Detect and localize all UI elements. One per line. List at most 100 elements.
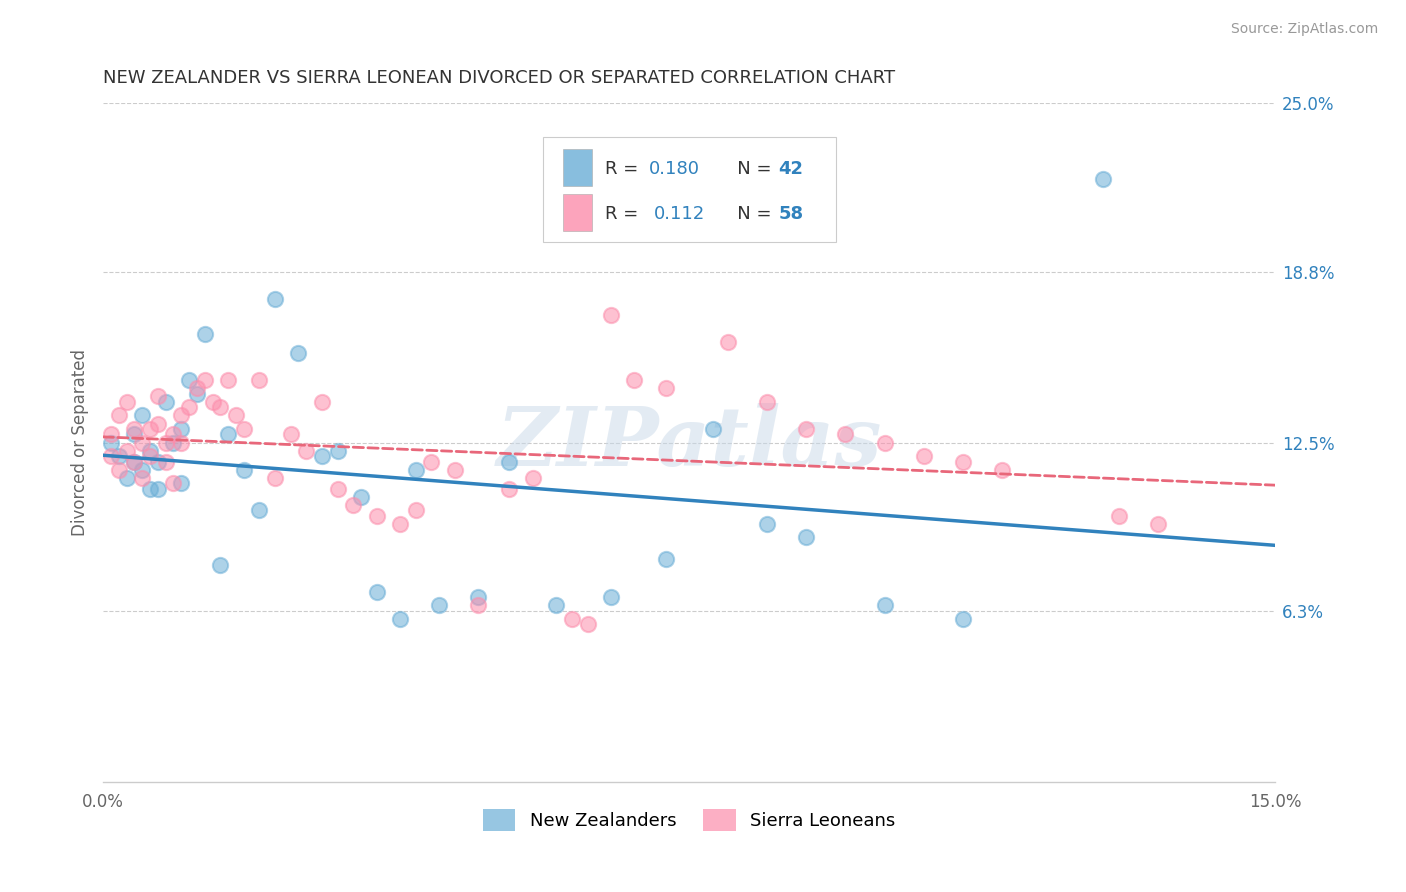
New Zealanders	[124, 454, 146, 468]
New Zealanders	[131, 463, 153, 477]
Sierra Leoneans	[232, 422, 254, 436]
Sierra Leoneans	[115, 394, 138, 409]
Sierra Leoneans	[295, 443, 318, 458]
New Zealanders	[326, 443, 349, 458]
New Zealanders	[107, 449, 129, 463]
Sierra Leoneans	[201, 394, 224, 409]
FancyBboxPatch shape	[543, 137, 835, 243]
Sierra Leoneans	[912, 449, 935, 463]
Sierra Leoneans	[654, 381, 676, 395]
Sierra Leoneans	[209, 401, 232, 415]
Sierra Leoneans	[366, 508, 388, 523]
Sierra Leoneans	[756, 394, 779, 409]
New Zealanders	[264, 292, 287, 306]
New Zealanders	[124, 427, 146, 442]
New Zealanders	[139, 443, 162, 458]
Sierra Leoneans	[155, 454, 177, 468]
Sierra Leoneans	[107, 463, 129, 477]
New Zealanders	[139, 482, 162, 496]
Sierra Leoneans	[155, 435, 177, 450]
New Zealanders	[170, 422, 193, 436]
New Zealanders	[389, 612, 412, 626]
Sierra Leoneans	[443, 463, 465, 477]
Sierra Leoneans	[420, 454, 443, 468]
New Zealanders	[873, 599, 896, 613]
Legend: New Zealanders, Sierra Leoneans: New Zealanders, Sierra Leoneans	[474, 800, 904, 840]
New Zealanders	[311, 449, 333, 463]
Sierra Leoneans	[131, 435, 153, 450]
Text: N =: N =	[720, 205, 778, 223]
Sierra Leoneans	[264, 471, 287, 485]
Sierra Leoneans	[247, 373, 270, 387]
Text: 58: 58	[779, 205, 803, 223]
Sierra Leoneans	[217, 373, 239, 387]
Sierra Leoneans	[796, 422, 818, 436]
Sierra Leoneans	[162, 427, 184, 442]
New Zealanders	[952, 612, 974, 626]
Sierra Leoneans	[131, 471, 153, 485]
FancyBboxPatch shape	[562, 194, 592, 231]
Sierra Leoneans	[280, 427, 302, 442]
New Zealanders	[654, 552, 676, 566]
Text: Source: ZipAtlas.com: Source: ZipAtlas.com	[1230, 22, 1378, 37]
Sierra Leoneans	[623, 373, 645, 387]
Sierra Leoneans	[342, 498, 364, 512]
New Zealanders	[1092, 172, 1115, 186]
Sierra Leoneans	[146, 417, 169, 431]
New Zealanders	[131, 409, 153, 423]
Text: 0.180: 0.180	[650, 161, 700, 178]
New Zealanders	[287, 346, 309, 360]
Sierra Leoneans	[194, 373, 217, 387]
Y-axis label: Divorced or Separated: Divorced or Separated	[72, 349, 89, 536]
New Zealanders	[427, 599, 450, 613]
New Zealanders	[194, 326, 217, 341]
New Zealanders	[146, 482, 169, 496]
Text: ZIPatlas: ZIPatlas	[496, 402, 882, 483]
Sierra Leoneans	[1108, 508, 1130, 523]
Sierra Leoneans	[498, 482, 520, 496]
New Zealanders	[600, 590, 623, 604]
Text: NEW ZEALANDER VS SIERRA LEONEAN DIVORCED OR SEPARATED CORRELATION CHART: NEW ZEALANDER VS SIERRA LEONEAN DIVORCED…	[103, 69, 896, 87]
New Zealanders	[796, 531, 818, 545]
Sierra Leoneans	[186, 381, 208, 395]
Sierra Leoneans	[139, 422, 162, 436]
Sierra Leoneans	[146, 389, 169, 403]
Sierra Leoneans	[405, 503, 427, 517]
Sierra Leoneans	[1147, 516, 1170, 531]
Sierra Leoneans	[100, 449, 122, 463]
New Zealanders	[209, 558, 232, 572]
Sierra Leoneans	[107, 409, 129, 423]
New Zealanders	[366, 584, 388, 599]
Sierra Leoneans	[225, 409, 247, 423]
Text: R =: R =	[605, 205, 650, 223]
New Zealanders	[115, 471, 138, 485]
Sierra Leoneans	[522, 471, 544, 485]
Sierra Leoneans	[873, 435, 896, 450]
Sierra Leoneans	[170, 409, 193, 423]
Sierra Leoneans	[124, 454, 146, 468]
New Zealanders	[186, 386, 208, 401]
New Zealanders	[217, 427, 239, 442]
Sierra Leoneans	[834, 427, 856, 442]
Sierra Leoneans	[326, 482, 349, 496]
FancyBboxPatch shape	[562, 149, 592, 186]
Sierra Leoneans	[139, 449, 162, 463]
Sierra Leoneans	[177, 401, 200, 415]
Text: 42: 42	[779, 161, 803, 178]
Sierra Leoneans	[162, 476, 184, 491]
Sierra Leoneans	[311, 394, 333, 409]
Text: N =: N =	[720, 161, 778, 178]
Sierra Leoneans	[170, 435, 193, 450]
Sierra Leoneans	[100, 427, 122, 442]
New Zealanders	[100, 435, 122, 450]
Sierra Leoneans	[115, 443, 138, 458]
New Zealanders	[146, 454, 169, 468]
New Zealanders	[170, 476, 193, 491]
Text: R =: R =	[605, 161, 644, 178]
New Zealanders	[756, 516, 779, 531]
New Zealanders	[232, 463, 254, 477]
Text: 0.112: 0.112	[654, 205, 706, 223]
Sierra Leoneans	[389, 516, 412, 531]
Sierra Leoneans	[467, 599, 489, 613]
Sierra Leoneans	[576, 617, 599, 632]
